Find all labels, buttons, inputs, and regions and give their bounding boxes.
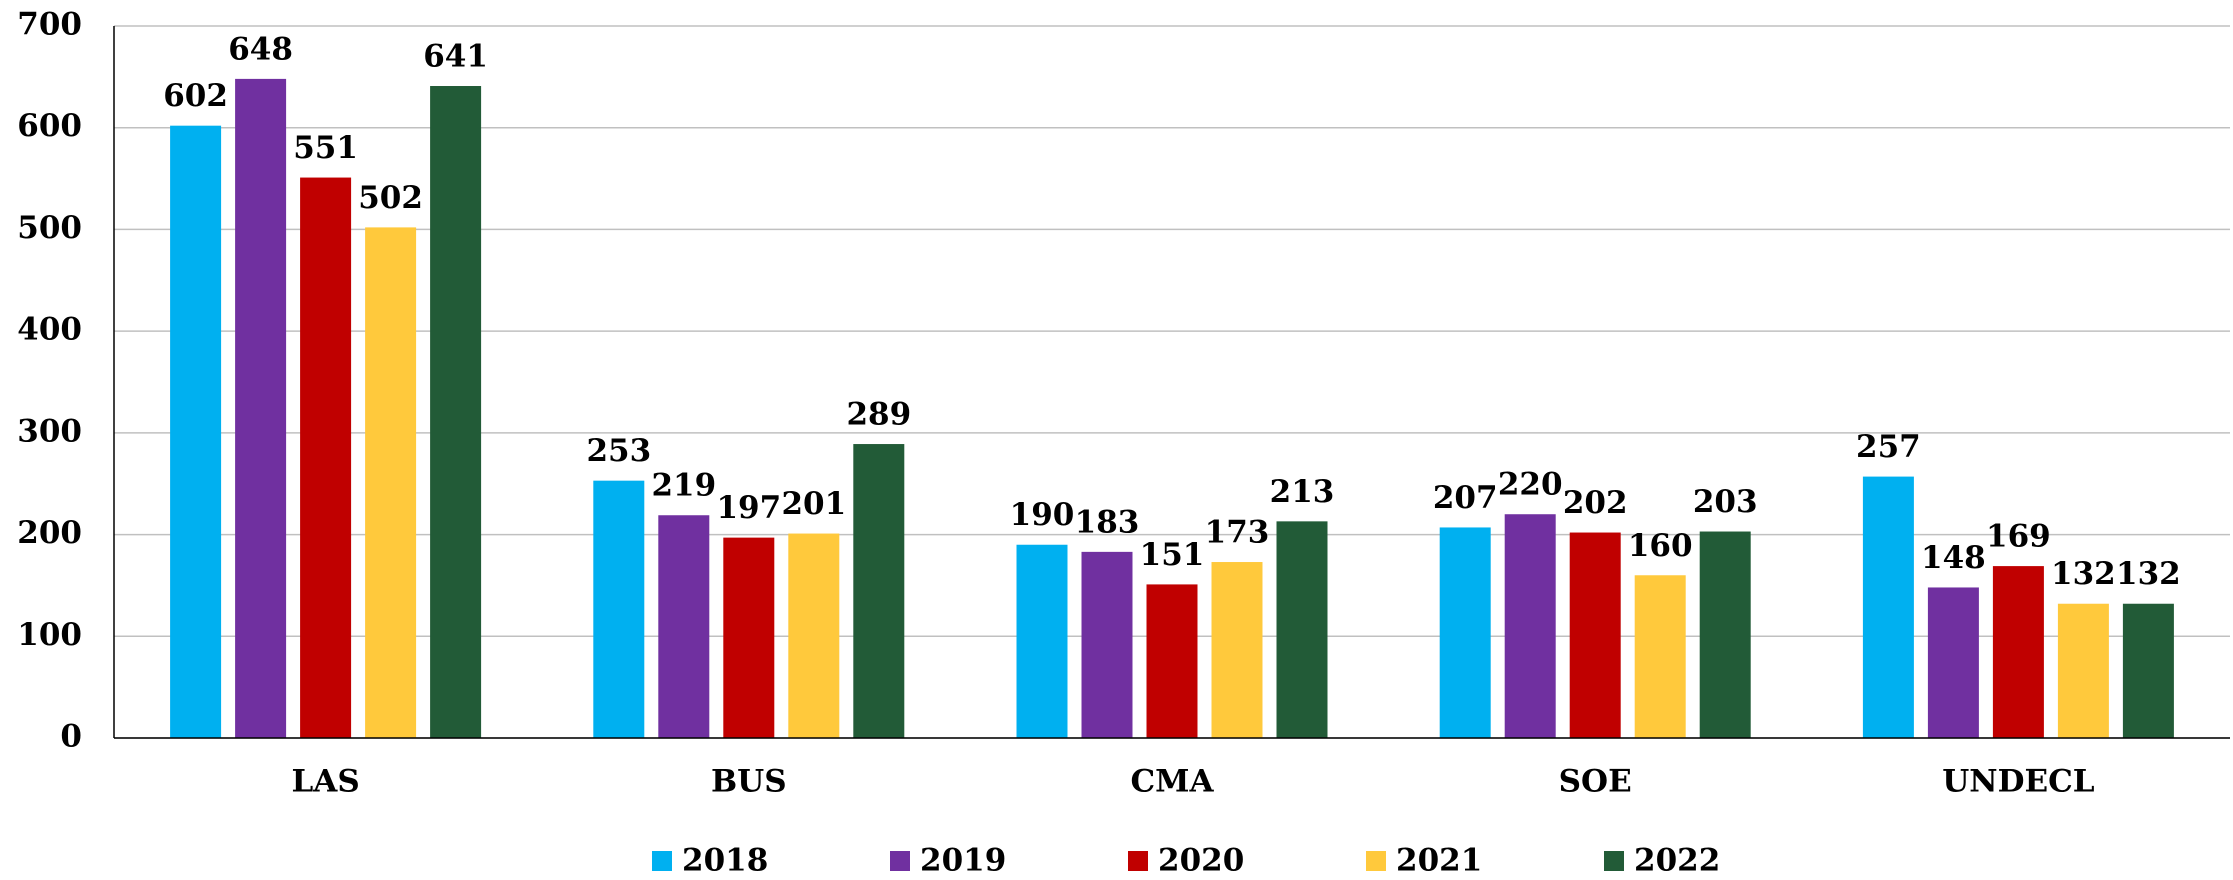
- bar: [1699, 531, 1751, 738]
- data-label: 551: [293, 130, 358, 166]
- data-label: 641: [423, 39, 488, 75]
- bar: [1634, 575, 1686, 738]
- bar: [1211, 562, 1263, 738]
- legend-swatch: [1128, 851, 1148, 871]
- legend-swatch: [1366, 851, 1386, 871]
- x-tick-label: SOE: [1559, 764, 1632, 800]
- bar: [1276, 521, 1328, 738]
- y-tick-label: 200: [17, 515, 82, 551]
- x-tick-label: UNDECL: [1942, 764, 2095, 800]
- bar: [593, 480, 645, 738]
- bar: [853, 444, 905, 738]
- data-label: 197: [716, 490, 781, 526]
- y-tick-label: 0: [60, 719, 82, 755]
- legend-swatch: [890, 851, 910, 871]
- data-label: 253: [586, 433, 651, 469]
- bar: [1992, 566, 2044, 738]
- data-label: 148: [1921, 540, 1986, 576]
- y-tick-label: 300: [17, 413, 82, 449]
- bar: [365, 227, 417, 738]
- data-label: 502: [358, 180, 423, 216]
- data-label: 190: [1010, 497, 1075, 533]
- data-label: 207: [1433, 480, 1498, 516]
- bar: [1504, 514, 1556, 738]
- data-label: 213: [1270, 474, 1335, 510]
- legend-label: 2018: [682, 843, 768, 879]
- bar: [2122, 603, 2174, 738]
- data-label: 289: [846, 397, 911, 433]
- x-tick-label: BUS: [711, 764, 787, 800]
- data-label: 648: [228, 31, 293, 67]
- x-tick-label: LAS: [291, 764, 359, 800]
- data-label: 151: [1140, 537, 1205, 573]
- data-label: 173: [1205, 515, 1270, 551]
- data-label: 132: [2116, 556, 2181, 592]
- bar: [1081, 551, 1133, 738]
- bar: [1439, 527, 1491, 738]
- data-label: 201: [781, 486, 846, 522]
- data-label: 257: [1856, 429, 1921, 465]
- bar: [723, 537, 775, 738]
- legend-label: 2021: [1396, 843, 1482, 879]
- y-tick-label: 400: [17, 312, 82, 348]
- data-label: 203: [1693, 484, 1758, 520]
- y-tick-label: 100: [17, 617, 82, 653]
- legend-swatch: [652, 851, 672, 871]
- bar: [2057, 603, 2109, 738]
- data-label: 220: [1498, 467, 1563, 503]
- legend-label: 2022: [1634, 843, 1720, 879]
- bar: [1862, 476, 1914, 738]
- y-tick-label: 500: [17, 210, 82, 246]
- bar: [235, 78, 287, 739]
- data-label: 202: [1563, 485, 1628, 521]
- y-tick-label: 700: [17, 7, 82, 43]
- bar: [300, 177, 352, 738]
- bar: [170, 125, 222, 739]
- data-label: 219: [651, 468, 716, 504]
- bar: [430, 86, 482, 739]
- bar: [788, 533, 840, 738]
- data-label: 132: [2051, 556, 2116, 592]
- bar: [1016, 544, 1068, 738]
- y-tick-label: 600: [17, 108, 82, 144]
- bar: [1927, 587, 1979, 738]
- data-label: 602: [163, 78, 228, 114]
- bar: [1569, 532, 1621, 738]
- data-label: 169: [1986, 519, 2051, 555]
- legend-label: 2019: [920, 843, 1006, 879]
- bar: [1146, 584, 1198, 738]
- x-tick-label: CMA: [1130, 764, 1214, 800]
- bar: [658, 515, 710, 738]
- data-label: 160: [1628, 528, 1693, 564]
- legend-swatch: [1604, 851, 1624, 871]
- data-label: 183: [1075, 504, 1140, 540]
- legend-label: 2020: [1158, 843, 1244, 879]
